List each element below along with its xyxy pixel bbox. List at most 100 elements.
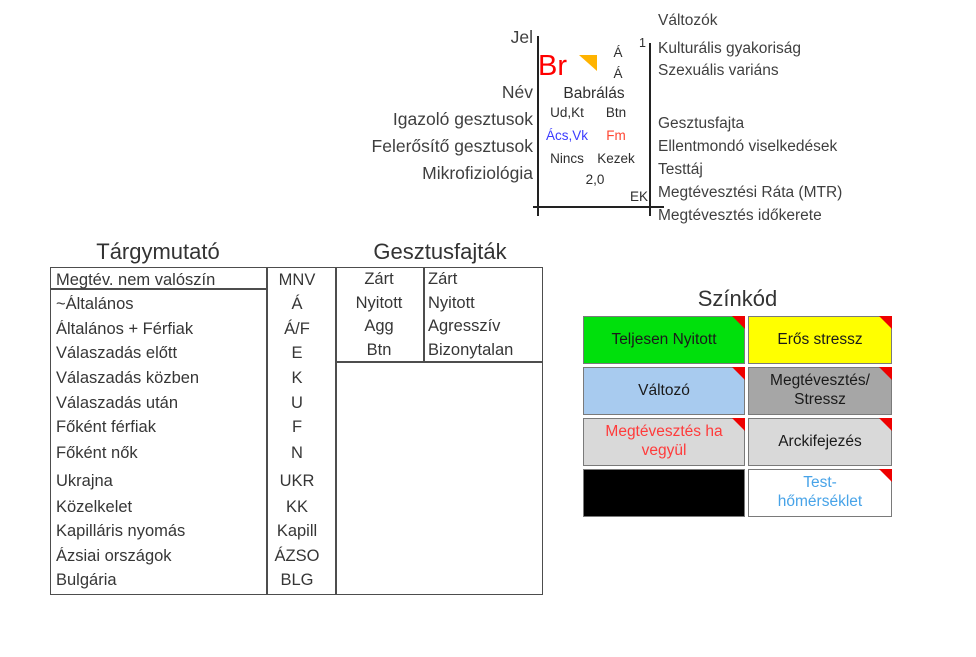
corner-marker-icon xyxy=(879,469,892,482)
card-row-microphysiology: Nincs Kezek xyxy=(538,151,650,168)
index-abbreviation: Kapill xyxy=(276,522,318,541)
color-code-label: Arckifejezés xyxy=(778,432,862,450)
gesture-rows: Zárt Zárt Nyitott Nyitott Agg Agresszív … xyxy=(335,268,540,362)
gesture-table-title: Gesztusfajták xyxy=(373,239,507,264)
gesture-name: Nyitott xyxy=(428,293,475,312)
card-field-label: Változók xyxy=(658,12,718,29)
index-abbreviation: F xyxy=(291,418,303,437)
card-cultural-frequency: Á xyxy=(613,45,623,60)
index-row: Főként nők N xyxy=(51,440,337,468)
color-code-table: Teljesen Nyitott Erős stressz Változó Me… xyxy=(583,316,892,517)
card-field-label: Kulturális gyakoriság xyxy=(658,40,802,57)
index-abbreviation: K xyxy=(291,368,303,387)
index-abbreviation: BLG xyxy=(280,571,314,590)
index-abbreviation: E xyxy=(291,344,303,363)
card-field-label: Igazoló gesztusok xyxy=(392,109,533,129)
index-abbreviation: Á/F xyxy=(284,319,310,338)
index-term: Közelkelet xyxy=(56,497,133,516)
color-code-cell: Változó xyxy=(583,367,745,415)
card-field-labels-right: Változók Kulturális gyakoriság Szexuális… xyxy=(658,0,968,235)
index-term: Ázsiai országok xyxy=(56,546,172,565)
table-vertical-line xyxy=(423,268,425,361)
card-verifying-gestures: Ud,Kt xyxy=(550,105,584,120)
index-row: Válaszadás közben K xyxy=(51,366,337,391)
table-horizontal-line xyxy=(335,361,542,363)
corner-marker-icon xyxy=(879,367,892,380)
index-term: Válaszadás közben xyxy=(56,368,200,387)
corner-marker-icon xyxy=(879,316,892,329)
color-code-label: Teljesen Nyitott xyxy=(611,330,717,348)
card-body-area: Kezek xyxy=(597,151,635,166)
card-deception-rate: 2,0 xyxy=(585,172,605,187)
card-sexual-variant: Á xyxy=(613,66,623,81)
corner-marker-icon xyxy=(879,418,892,431)
card-field-label: Felerősítő gesztusok xyxy=(371,136,533,156)
index-row: Válaszadás előtt E xyxy=(51,342,337,367)
index-row: Kapilláris nyomás Kapill xyxy=(51,520,337,545)
index-abbreviation: MNV xyxy=(278,270,316,289)
color-code-label: Erős stressz xyxy=(777,330,863,348)
gesture-row: Agg Agresszív xyxy=(335,315,540,339)
index-term: Főként nők xyxy=(56,444,138,463)
gesture-name: Agresszív xyxy=(428,317,501,336)
card-row-amplifying: Ács,Vk Fm xyxy=(538,128,650,145)
index-term: Főként férfiak xyxy=(56,418,156,437)
index-row: Megtév. nem valószín MNV xyxy=(51,268,337,293)
card-field-label: Jel xyxy=(510,27,533,47)
index-term: Kapilláris nyomás xyxy=(56,522,186,541)
color-code-cell: Teljesen Nyitott xyxy=(583,316,745,364)
color-code-cell: Megtévesztés/ Stressz xyxy=(748,367,892,415)
index-abbreviation: U xyxy=(291,393,303,412)
card-field-label: Testtáj xyxy=(658,161,703,178)
gesture-abbreviation: Zárt xyxy=(364,270,394,289)
color-code-cell: Arckifejezés xyxy=(748,418,892,466)
gesture-abbreviation: Agg xyxy=(364,317,394,336)
index-term: Válaszadás előtt xyxy=(56,344,178,363)
color-code-title: Színkód xyxy=(697,286,778,311)
color-code-cell: Megtévesztés ha vegyül xyxy=(583,418,745,466)
card-field-label: Név xyxy=(501,82,533,102)
index-term: Megtév. nem valószín xyxy=(56,270,216,289)
card-deception-timeframe: EK xyxy=(629,189,648,204)
card-right-border xyxy=(649,43,651,216)
gesture-row: Btn Bizonytalan xyxy=(335,339,540,363)
index-rows: Megtév. nem valószín MNV ~Általános Á Ál… xyxy=(51,268,337,593)
index-term: Bulgária xyxy=(56,571,117,590)
gesture-row: Zárt Zárt xyxy=(335,268,540,292)
index-table-title: Tárgymutató xyxy=(96,239,220,264)
table-vertical-line xyxy=(335,268,337,594)
gesture-abbreviation: Btn xyxy=(366,341,392,360)
gesture-abbreviation: Nyitott xyxy=(355,293,403,312)
gesture-name: Zárt xyxy=(428,270,458,289)
table-vertical-line xyxy=(266,268,268,594)
card-field-label: Megtévesztési Ráta (MTR) xyxy=(658,184,843,201)
card-field-label: Ellentmondó viselkedések xyxy=(658,138,838,155)
color-code-label: Megtévesztés/ Stressz xyxy=(770,372,870,408)
index-row: Bulgária BLG xyxy=(51,569,337,594)
card-number: 1 xyxy=(639,36,646,50)
card-row-verifying: Ud,Kt Btn xyxy=(538,105,650,122)
comment-marker-icon xyxy=(579,55,597,71)
card-field-label: Megtévesztés időkerete xyxy=(658,207,822,224)
color-code-label: Változó xyxy=(638,381,690,399)
card-field-label: Szexuális variáns xyxy=(658,62,779,79)
index-term: Általános + Férfiak xyxy=(56,319,194,338)
color-code-label: Test- hőmérséklet xyxy=(777,474,863,510)
index-row: ~Általános Á xyxy=(51,293,337,318)
index-row: Válaszadás után U xyxy=(51,391,337,416)
corner-marker-icon xyxy=(732,316,745,329)
index-term: Ukrajna xyxy=(56,471,113,490)
card-gesture-type: Btn xyxy=(605,105,627,120)
index-row: Közelkelet KK xyxy=(51,495,337,520)
index-term: Válaszadás után xyxy=(56,393,179,412)
index-abbreviation: UKR xyxy=(279,471,315,490)
index-abbreviation: N xyxy=(291,444,303,463)
index-abbreviation: KK xyxy=(285,497,308,516)
card-bottom-border xyxy=(533,206,664,208)
color-code-label: Megtévesztés ha vegyül xyxy=(605,423,723,459)
index-row: Ukrajna UKR xyxy=(51,467,337,495)
card-sign-code: Br xyxy=(538,50,567,82)
card-field-label: Mikrofiziológia xyxy=(422,163,533,183)
corner-marker-icon xyxy=(732,367,745,380)
